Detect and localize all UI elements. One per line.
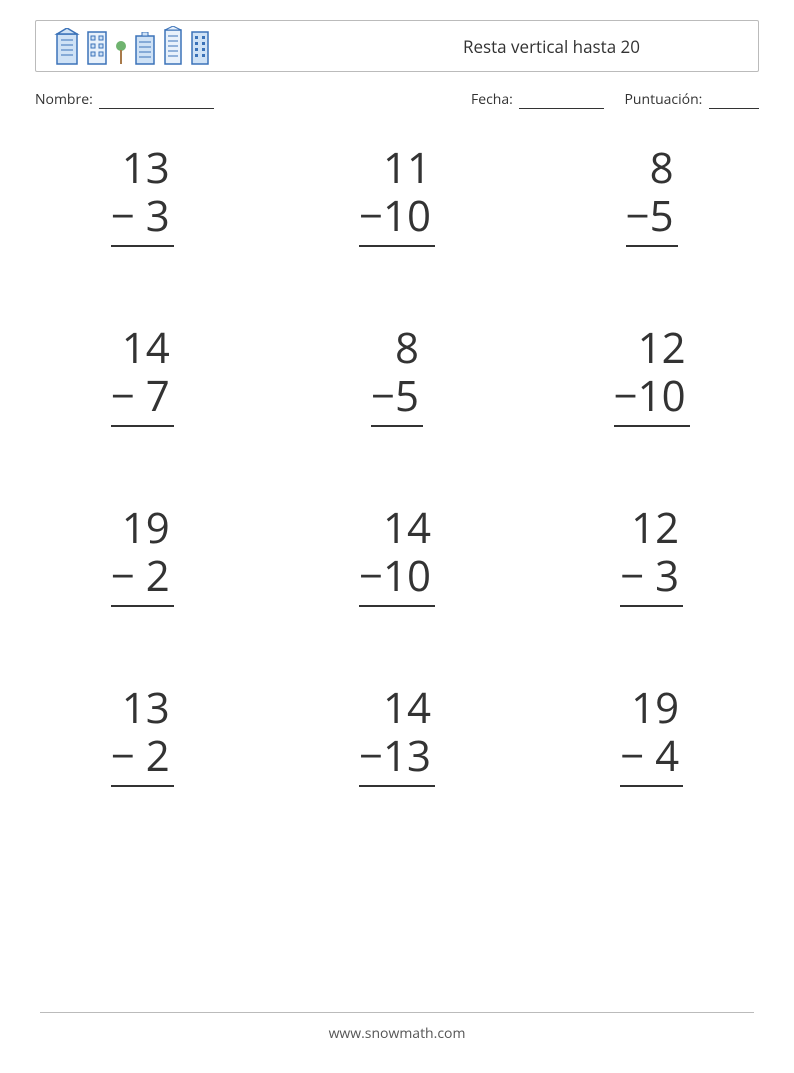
subtrahend-row: − 2: [111, 552, 174, 600]
header-buildings-icon-row: [54, 26, 210, 66]
subtrahend-row: −10: [359, 192, 435, 240]
subtrahend-row: − 4: [620, 732, 683, 780]
minus-sign-icon: −: [111, 367, 135, 424]
name-field: Nombre:: [35, 90, 411, 109]
minuend: 19: [111, 504, 174, 552]
subtrahend: 10: [383, 187, 431, 244]
subtraction-problem: 14− 7: [35, 314, 250, 494]
problems-grid: 13− 3 11−10 8−5 14− 7 8−5 12−10 19− 2 14…: [35, 134, 759, 854]
subtraction-problem: 12− 3: [544, 494, 759, 674]
minuend: 12: [614, 324, 690, 372]
subtrahend: 3: [644, 547, 679, 604]
tree-icon: [114, 40, 128, 66]
minuend: 12: [620, 504, 683, 552]
minus-sign-icon: −: [111, 727, 135, 784]
subtraction-problem: 19− 4: [544, 674, 759, 854]
minuend: 11: [359, 144, 435, 192]
subtrahend: 2: [135, 547, 170, 604]
subtrahend: 5: [650, 187, 674, 244]
minus-sign-icon: −: [359, 547, 383, 604]
subtrahend: 13: [383, 727, 431, 784]
subtrahend-row: − 7: [111, 372, 174, 420]
score-field: Puntuación:: [624, 90, 759, 109]
subtrahend: 3: [135, 187, 170, 244]
minus-sign-icon: −: [620, 547, 644, 604]
subtraction-problem: 12−10: [544, 314, 759, 494]
minus-sign-icon: −: [359, 727, 383, 784]
answer-rule: [359, 245, 435, 247]
minuend: 8: [626, 144, 678, 192]
minuend: 14: [359, 684, 435, 732]
subtrahend-row: −10: [614, 372, 690, 420]
answer-rule: [111, 785, 174, 787]
minuend: 19: [620, 684, 683, 732]
subtraction-problem: 13− 3: [35, 134, 250, 314]
date-label: Fecha:: [471, 90, 513, 109]
subtraction-problem: 19− 2: [35, 494, 250, 674]
subtraction-problem: 14−13: [290, 674, 505, 854]
minus-sign-icon: −: [359, 187, 383, 244]
meta-row: Nombre: Fecha: Puntuación:: [35, 90, 759, 109]
building-icon: [86, 30, 108, 66]
minuend: 14: [111, 324, 174, 372]
building-icon: [54, 28, 80, 66]
subtraction-problem: 13− 2: [35, 674, 250, 854]
subtraction-problem: 8−5: [544, 134, 759, 314]
subtrahend: 7: [135, 367, 170, 424]
answer-rule: [111, 245, 174, 247]
answer-rule: [626, 245, 678, 247]
subtrahend: 10: [638, 367, 686, 424]
footer-rule: [40, 1012, 754, 1013]
minus-sign-icon: −: [371, 367, 395, 424]
minus-sign-icon: −: [620, 727, 644, 784]
answer-rule: [620, 785, 683, 787]
subtrahend: 5: [395, 367, 419, 424]
building-icon: [162, 26, 184, 66]
answer-rule: [614, 425, 690, 427]
score-blank[interactable]: [709, 108, 759, 109]
name-label: Nombre:: [35, 90, 93, 109]
score-label: Puntuación:: [624, 90, 702, 109]
subtrahend-row: −10: [359, 552, 435, 600]
minus-sign-icon: −: [614, 367, 638, 424]
subtrahend: 10: [383, 547, 431, 604]
name-blank[interactable]: [99, 108, 214, 109]
subtrahend-row: − 2: [111, 732, 174, 780]
minuend: 8: [371, 324, 423, 372]
minus-sign-icon: −: [111, 547, 135, 604]
minuend: 14: [359, 504, 435, 552]
worksheet-title: Resta vertical hasta 20: [463, 35, 640, 58]
minuend: 13: [111, 684, 174, 732]
minus-sign-icon: −: [111, 187, 135, 244]
subtrahend: 4: [644, 727, 679, 784]
subtrahend-row: −5: [371, 372, 423, 420]
subtraction-problem: 14−10: [290, 494, 505, 674]
answer-rule: [359, 605, 435, 607]
subtraction-problem: 8−5: [290, 314, 505, 494]
answer-rule: [111, 425, 174, 427]
answer-rule: [111, 605, 174, 607]
subtrahend: 2: [135, 727, 170, 784]
building-icon: [190, 30, 210, 66]
building-icon: [134, 32, 156, 66]
date-blank[interactable]: [519, 108, 604, 109]
minus-sign-icon: −: [626, 187, 650, 244]
minuend: 13: [111, 144, 174, 192]
answer-rule: [371, 425, 423, 427]
subtrahend-row: − 3: [111, 192, 174, 240]
subtrahend-row: −5: [626, 192, 678, 240]
date-field: Fecha:: [471, 90, 604, 109]
answer-rule: [620, 605, 683, 607]
subtraction-problem: 11−10: [290, 134, 505, 314]
worksheet-header: Resta vertical hasta 20: [35, 20, 759, 72]
subtrahend-row: − 3: [620, 552, 683, 600]
footer-text: www.snowmath.com: [0, 1024, 794, 1043]
answer-rule: [359, 785, 435, 787]
subtrahend-row: −13: [359, 732, 435, 780]
